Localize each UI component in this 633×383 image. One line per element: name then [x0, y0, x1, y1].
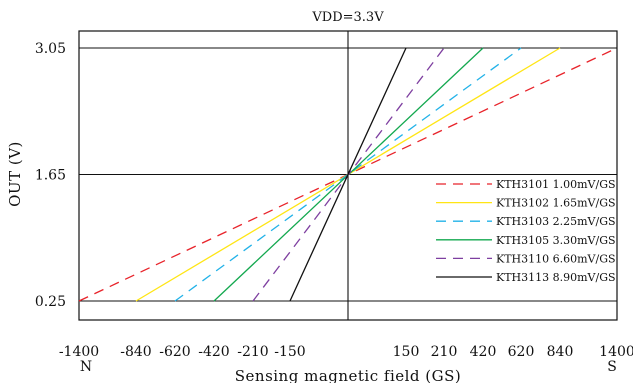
x-tick-label: -840	[120, 344, 151, 360]
x-tick-label: 150	[393, 344, 420, 360]
x-tick-label: 840	[547, 344, 574, 360]
x-tick-label: 210	[431, 344, 458, 360]
x-tick-label: 620	[508, 344, 535, 360]
legend-label-1: KTH3101 1.00mV/GS	[496, 178, 616, 191]
y-tick-labels: 0.25 1.65 3.05	[35, 41, 66, 310]
x-tick-label: -620	[159, 344, 190, 360]
legend-label-5: KTH3110 6.60mV/GS	[496, 252, 616, 265]
x-tick-label: 420	[470, 344, 497, 360]
y-tick-label: 3.05	[35, 41, 66, 57]
y-tick-label: 1.65	[35, 168, 66, 184]
x-tick-label: 1400	[599, 344, 633, 360]
series-line-6	[289, 47, 407, 302]
legend-label-6: KTH3113 8.90mV/GS	[496, 271, 616, 284]
y-axis-title: OUT (V)	[6, 141, 24, 207]
legend-label-3: KTH3103 2.25mV/GS	[496, 215, 616, 228]
x-end-label-left: N	[80, 359, 92, 375]
series-lines	[78, 47, 618, 302]
x-end-label-right: S	[607, 359, 617, 375]
chart-title: VDD=3.3V	[311, 10, 384, 25]
legend-label-2: KTH3102 1.65mV/GS	[496, 197, 616, 210]
x-tick-label: -150	[274, 344, 305, 360]
x-tick-labels: -1400 -840 -620 -420 -210 -150 150 210 420 620 840…	[59, 344, 633, 360]
plot-frame	[78, 30, 618, 321]
x-tick-label: -1400	[59, 344, 99, 360]
x-axis-title: Sensing magnetic field (GS)	[235, 367, 462, 383]
y-tick-label: 0.25	[35, 294, 66, 310]
series-line-3	[174, 47, 522, 302]
x-tick-label: -420	[198, 344, 229, 360]
legend-label-4: KTH3105 3.30mV/GS	[496, 234, 616, 247]
legend: KTH3101 1.00mV/GS KTH3102 1.65mV/GS KTH310…	[436, 178, 616, 284]
x-tick-label: -210	[237, 344, 268, 360]
